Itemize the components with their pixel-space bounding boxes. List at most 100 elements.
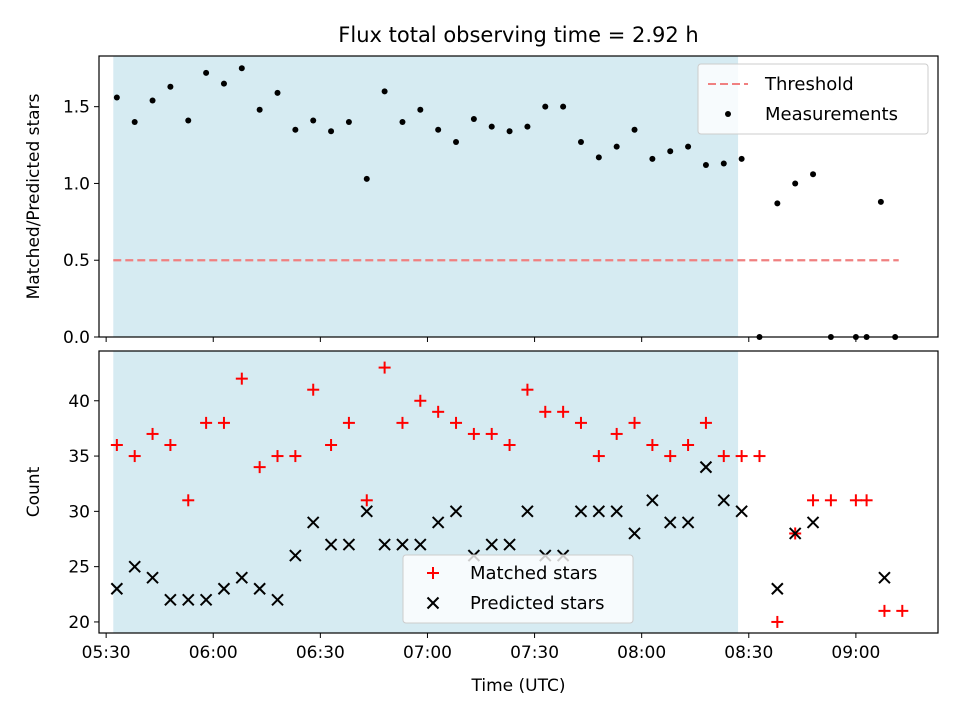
measurement-point xyxy=(613,143,620,150)
matched-star-point xyxy=(396,416,409,429)
measurement-point xyxy=(792,180,799,187)
cross-stroke xyxy=(307,516,320,529)
cross-stroke xyxy=(235,571,249,584)
cross-stroke xyxy=(503,538,516,551)
cross-stroke xyxy=(164,593,177,607)
measurement-point xyxy=(631,126,638,133)
ratio-x-ticks xyxy=(105,337,857,342)
predicted-star-point xyxy=(271,593,284,607)
predicted-star-point xyxy=(253,582,266,595)
predicted-star-point xyxy=(414,538,427,551)
cross-stroke xyxy=(717,494,730,507)
matched-star-point xyxy=(574,416,587,429)
measurement-point xyxy=(131,119,138,126)
predicted-star-point xyxy=(324,538,338,551)
measurement-point xyxy=(256,106,263,113)
predicted-star-point xyxy=(664,516,677,529)
cross-stroke xyxy=(610,505,623,518)
measurement-point xyxy=(720,160,727,167)
measurement-point xyxy=(774,200,781,207)
y-tick-label: 1.5 xyxy=(63,98,90,118)
cross-stroke xyxy=(110,582,124,595)
cross-stroke xyxy=(771,582,784,595)
matched-legend-swatch xyxy=(427,567,439,579)
count-points xyxy=(110,361,909,628)
predicted-star-point xyxy=(307,516,320,529)
measurement-point xyxy=(328,128,335,135)
y-tick-label: 0.5 xyxy=(63,251,90,271)
cross-stroke xyxy=(128,560,141,573)
y-tick-label: 25 xyxy=(68,558,90,578)
matched-star-point xyxy=(146,427,159,440)
x-tick-label: 07:00 xyxy=(403,643,452,663)
predicted-star-point xyxy=(449,505,463,518)
matched-star-point xyxy=(164,439,177,451)
measurement-point xyxy=(506,128,513,135)
x-axis-label: Time (UTC) xyxy=(471,676,566,696)
ratio-legend: Threshold Measurements xyxy=(697,63,929,135)
measurement-point xyxy=(702,162,709,169)
y-tick-label: 40 xyxy=(68,392,90,412)
cross-stroke xyxy=(378,538,391,551)
predicted-star-point xyxy=(217,582,231,595)
matched-star-point xyxy=(414,394,427,407)
cross-stroke xyxy=(360,505,373,518)
matched-star-point xyxy=(557,405,570,418)
predicted-star-point xyxy=(164,593,177,607)
cross-stroke xyxy=(664,516,677,529)
measurement-point xyxy=(810,171,817,178)
measurement-points xyxy=(113,65,899,340)
matched-star-point xyxy=(360,494,373,507)
predicted-star-point xyxy=(396,538,409,551)
count-panel: 20 25 30 35 40 05:30 06:00 06:30 07:00 07:30 08:0… xyxy=(24,350,939,696)
matched-star-point xyxy=(878,604,891,617)
matched-star-point xyxy=(503,439,516,451)
matched-star-point xyxy=(235,372,248,385)
measurement-point xyxy=(417,106,424,113)
matched-star-point xyxy=(432,405,445,418)
predicted-star-point xyxy=(788,527,802,540)
x-tick-label: 06:00 xyxy=(189,643,238,663)
cross-stroke xyxy=(628,527,641,540)
count-axes-frame xyxy=(98,350,939,634)
cross-stroke xyxy=(431,516,445,529)
matched-star-point xyxy=(849,494,862,507)
count-legend: Matched stars Predicted stars xyxy=(402,554,634,624)
cross-stroke xyxy=(146,571,159,584)
predicted-star-point xyxy=(431,516,445,529)
cross-stroke xyxy=(253,582,266,595)
measurement-point xyxy=(185,117,192,124)
cross-stroke xyxy=(699,460,713,474)
matched-star-point xyxy=(699,416,712,429)
matched-star-point xyxy=(271,450,284,463)
predicted-star-point xyxy=(342,538,356,551)
predicted-star-point xyxy=(360,505,373,518)
predicted-star-point xyxy=(521,505,534,518)
cross-stroke xyxy=(414,538,427,551)
ratio-legend-box xyxy=(697,63,929,135)
measurement-point xyxy=(738,155,745,162)
cross-stroke xyxy=(449,505,463,518)
y-tick-label: 35 xyxy=(68,447,90,467)
matched-star-point xyxy=(771,615,784,628)
predicted-star-point xyxy=(199,593,213,607)
measurement-point xyxy=(399,119,406,126)
cross-stroke xyxy=(289,549,302,562)
matched-star-point xyxy=(628,416,641,429)
matched-star-point xyxy=(860,494,873,507)
matched-star-point xyxy=(289,450,302,463)
cross-stroke xyxy=(681,516,695,529)
y-tick-label: 0.0 xyxy=(63,328,90,348)
matched-star-point xyxy=(807,494,820,507)
matched-star-point xyxy=(539,405,552,418)
cross-stroke xyxy=(324,538,338,551)
count-legend-box xyxy=(402,554,634,624)
x-tick-label: 08:00 xyxy=(617,643,666,663)
predicted-star-point xyxy=(646,494,659,507)
measurement-point xyxy=(274,89,281,96)
count-x-ticks: 05:30 06:00 06:30 07:00 07:30 08:00 08:30 09:00 xyxy=(82,633,880,663)
matched-star-point xyxy=(253,461,266,474)
predicted-legend-swatch xyxy=(426,596,440,610)
matched-star-point xyxy=(378,361,391,374)
measurement-point xyxy=(453,138,460,145)
